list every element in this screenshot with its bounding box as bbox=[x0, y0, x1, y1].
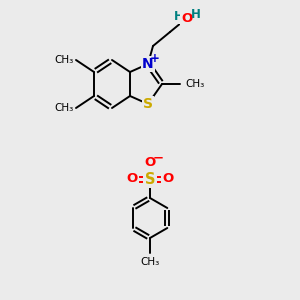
Text: S: S bbox=[145, 172, 155, 187]
Text: H: H bbox=[191, 8, 201, 22]
Text: HO: HO bbox=[174, 10, 194, 22]
Text: CH₃: CH₃ bbox=[140, 257, 160, 267]
Text: O: O bbox=[162, 172, 174, 185]
Text: S: S bbox=[143, 97, 153, 111]
Text: CH₃: CH₃ bbox=[185, 79, 204, 89]
Text: N: N bbox=[142, 57, 154, 71]
Text: −: − bbox=[152, 152, 164, 164]
Text: CH₃: CH₃ bbox=[55, 55, 74, 65]
Text: CH₃: CH₃ bbox=[55, 103, 74, 113]
Text: +: + bbox=[150, 52, 160, 65]
Text: O: O bbox=[182, 11, 193, 25]
Text: O: O bbox=[126, 172, 138, 185]
Text: O: O bbox=[144, 155, 156, 169]
